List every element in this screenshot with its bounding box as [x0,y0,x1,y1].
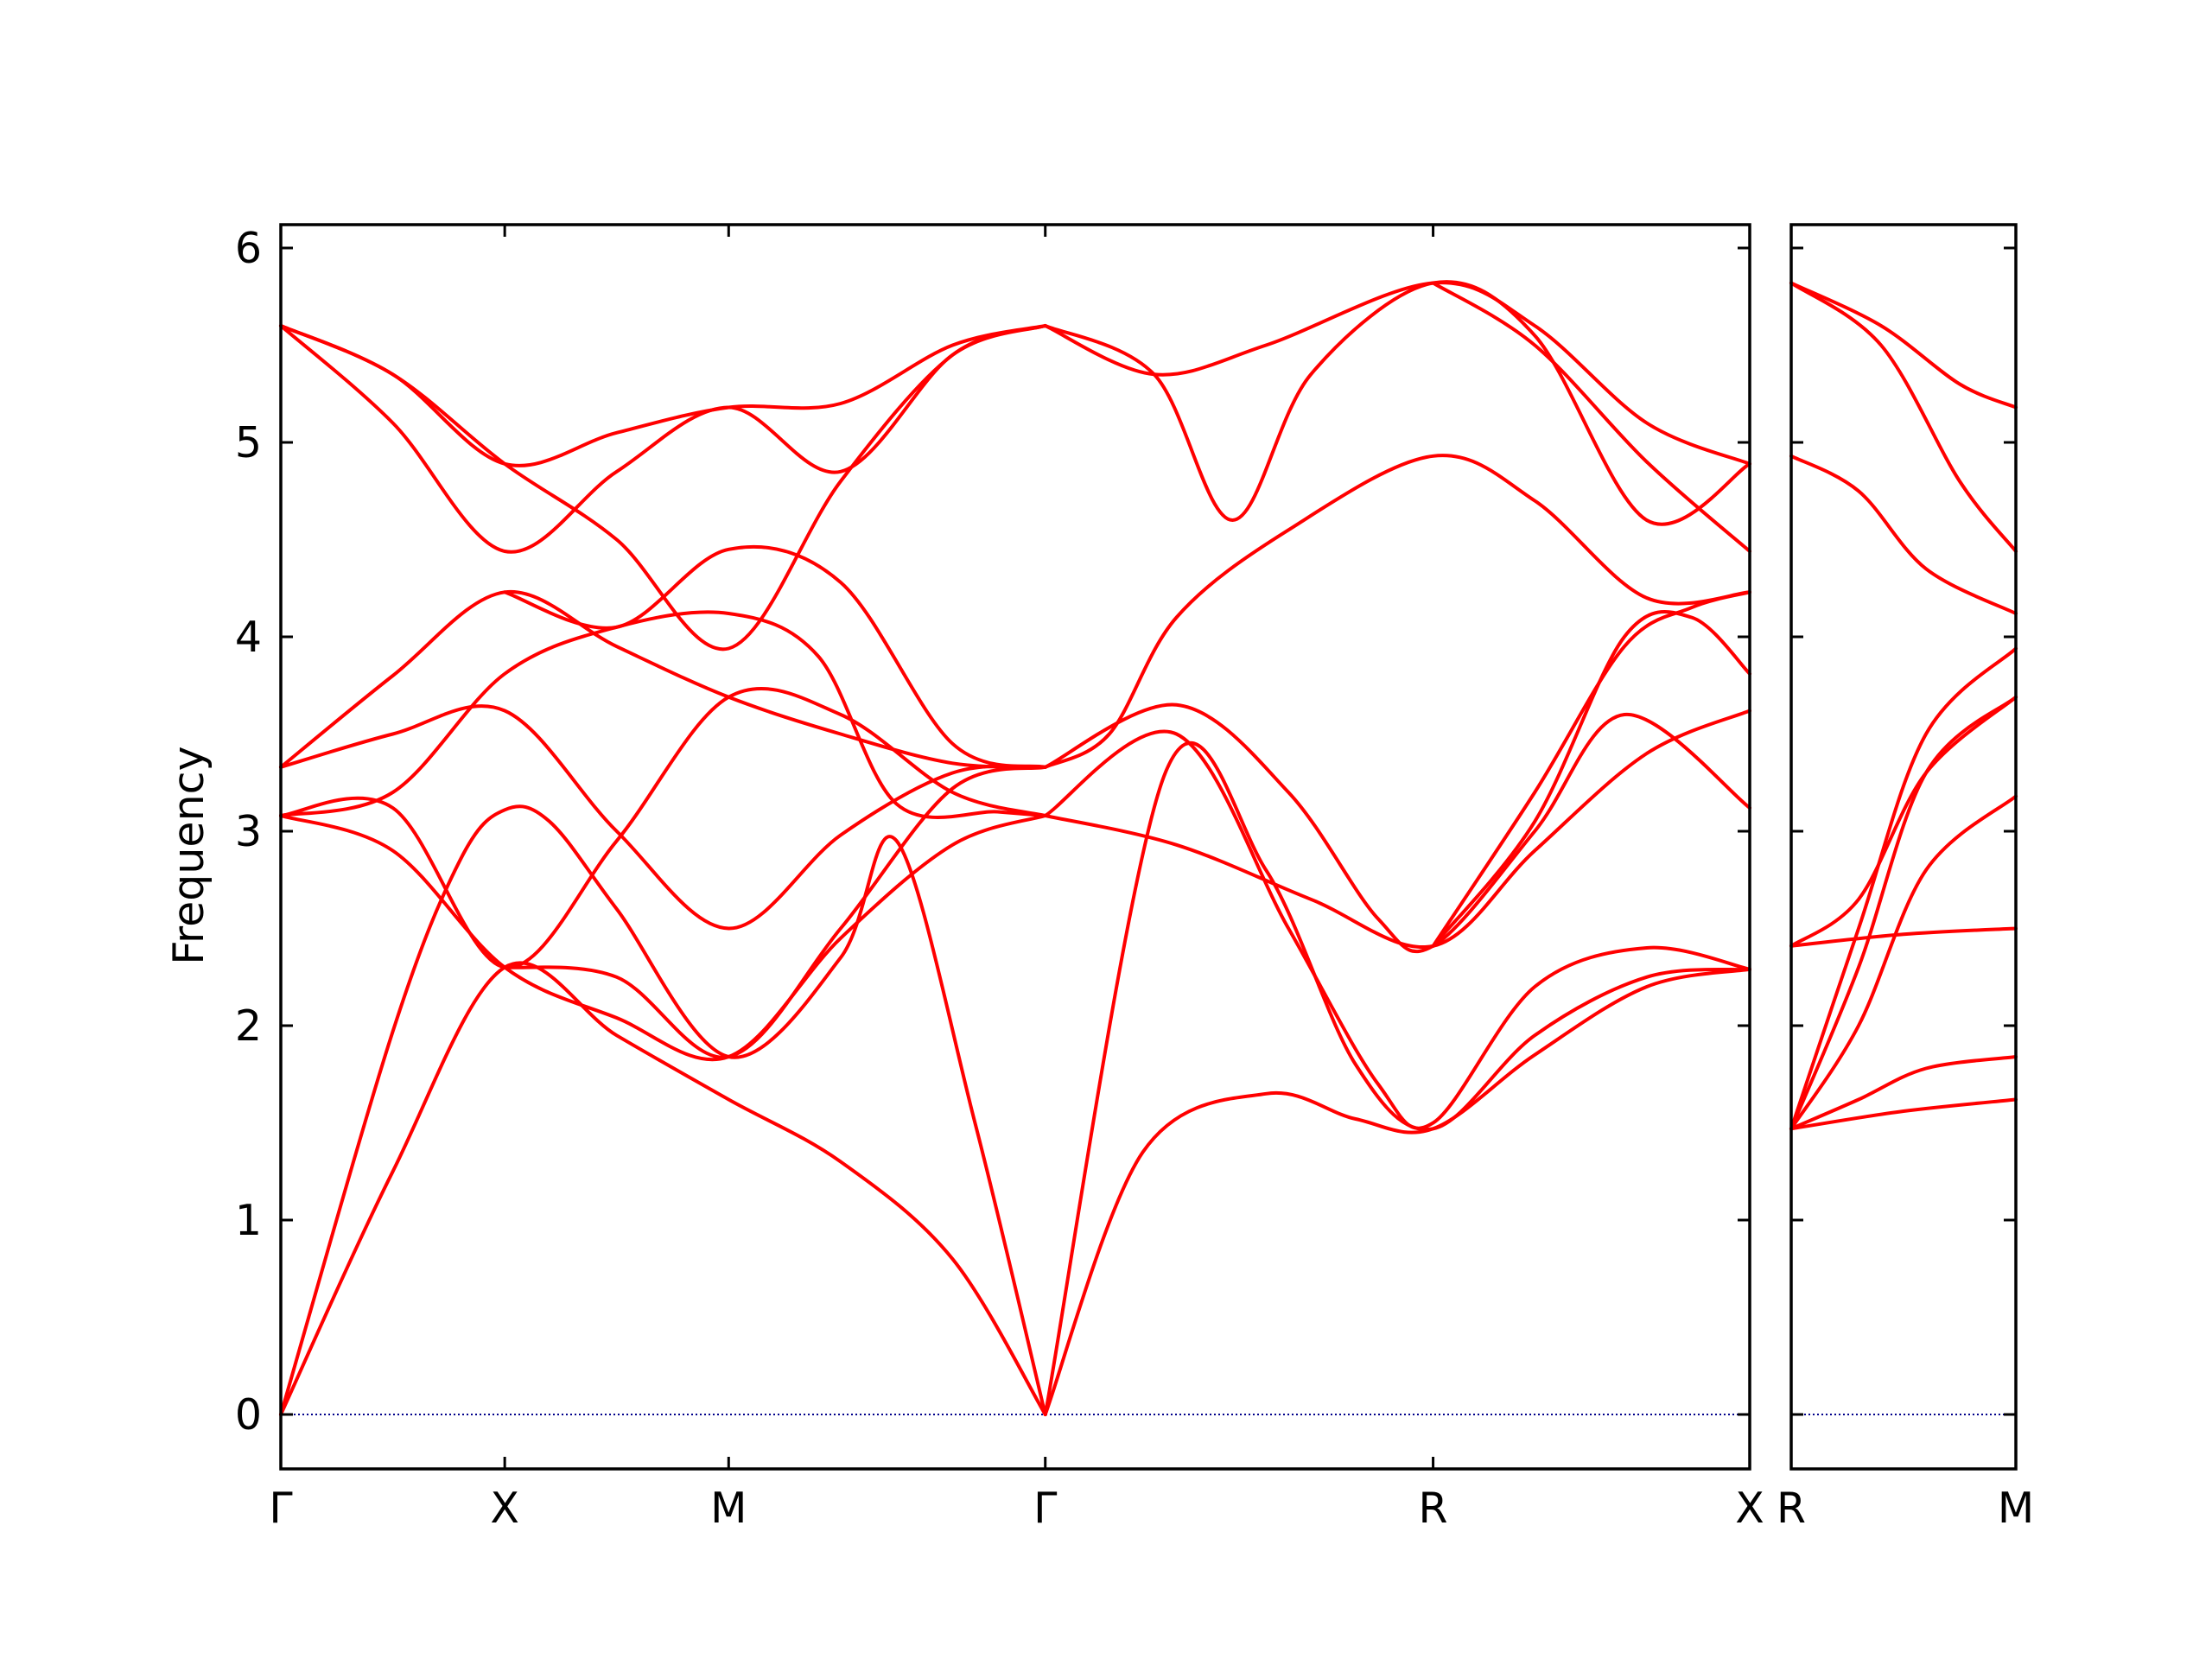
plot-frame [1789,223,2018,1471]
band-line-left-12 [503,765,1047,1059]
x-tick-label: M [710,1484,747,1533]
band-line-left-14 [1043,741,1751,1416]
band-line-left-19 [1431,610,1751,948]
x-tick-label: M [1998,1484,2034,1533]
x-tick-label: R [1777,1484,1806,1533]
x-tick-label: Γ [1033,1484,1058,1533]
band-line-left-2 [279,961,1047,1416]
x-tick-label: X [1735,1484,1764,1533]
y-tick-label: 6 [235,224,262,273]
band-line-left-1 [279,804,1047,1416]
y-tick-label: 5 [235,418,262,467]
plot-frame [279,223,1751,1471]
band-line-right-4 [1789,695,2018,1131]
band-line-left-13 [1043,967,1751,1416]
y-tick-label: 2 [235,1001,262,1051]
y-tick-label: 1 [235,1196,262,1245]
y-tick-label: 0 [235,1390,262,1440]
band-line-left-17 [1043,702,1751,953]
band-line-right-10 [1789,281,2018,410]
band-line-right-9 [1789,281,2018,553]
band-line-left-6 [279,589,1047,769]
band-line-left-15 [1043,729,1751,1130]
y-axis-label: Frequency [164,746,213,964]
x-tick-label: Γ [269,1484,293,1533]
left-panel: 0 1 2 3 4 5 6 Γ X M Γ R X [235,223,1764,1533]
band-line-right-6 [1789,926,2018,948]
band-line-left-7 [279,686,1047,969]
band-line-left-4 [279,610,1047,819]
x-tick-label: R [1419,1484,1448,1533]
band-line-right-7 [1789,695,2018,948]
x-tick-label: X [490,1484,519,1533]
band-line-right-5 [1789,646,2018,1131]
band-line-right-3 [1789,794,2018,1131]
band-line-left-20 [1431,590,1751,948]
band-line-left-8 [279,324,1047,554]
band-line-left-16 [1043,709,1751,950]
y-tick-label: 3 [235,807,262,856]
band-line-left-22 [1043,281,1751,466]
band-line-left-5 [279,704,1047,931]
band-line-left-18 [1043,454,1751,769]
band-line-left-9 [279,324,1047,467]
band-line-left-10 [279,324,1047,652]
band-line-left-23 [1431,281,1751,553]
band-line-right-2 [1789,1055,2018,1131]
band-line-left-21 [1043,280,1751,526]
y-tick-label: 4 [235,613,262,662]
band-line-left-3 [279,814,1047,1062]
band-line-left-11 [503,544,1047,769]
band-line-right-1 [1789,1097,2018,1131]
band-line-right-8 [1789,454,2018,615]
